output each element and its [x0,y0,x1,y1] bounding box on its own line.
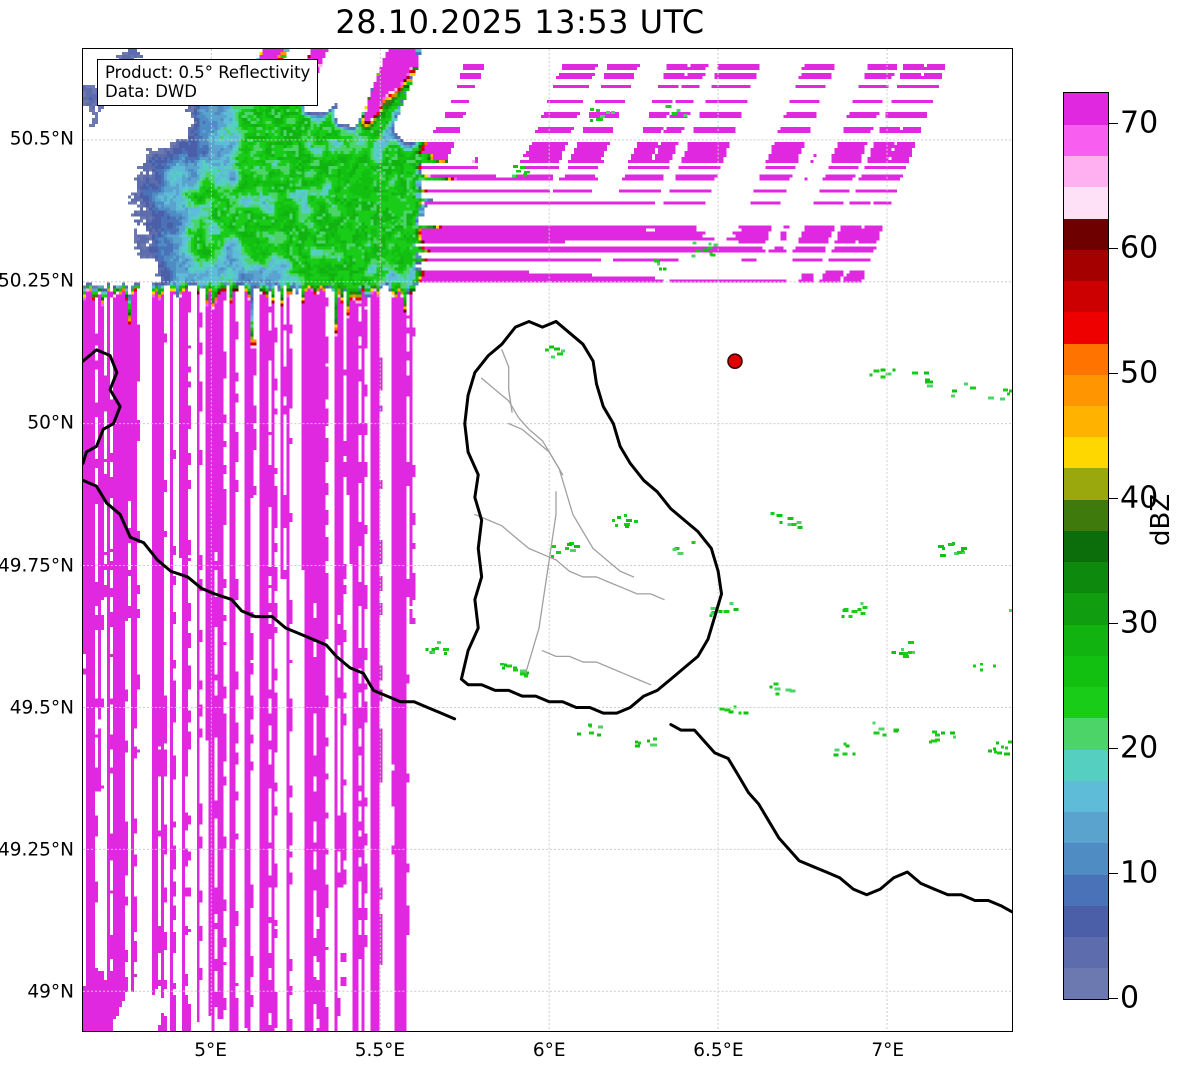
colorbar-tick-mark [1109,248,1118,250]
colorbar-band [1064,93,1108,125]
colorbar-tick-label: 30 [1120,605,1159,641]
colorbar-band [1064,624,1108,656]
colorbar[interactable] [1063,92,1109,1000]
grid-lines [83,49,1012,1031]
colorbar-band [1064,311,1108,344]
latitude-tick-label: 49°N [27,981,74,1003]
longitude-tick-label: 6°E [532,1040,566,1061]
radar-site-marker [727,353,743,369]
colorbar-band [1064,155,1108,188]
colorbar-band [1064,280,1108,313]
colorbar-tick-mark [1109,123,1118,125]
colorbar-band [1064,780,1108,813]
product-info-box: Product: 0.5° Reflectivity Data: DWD [97,59,319,106]
colorbar-band [1064,499,1108,531]
colorbar-band [1064,717,1108,750]
map-plot-area[interactable]: Product: 0.5° Reflectivity Data: DWD [82,48,1013,1032]
info-product-line: Product: 0.5° Reflectivity [105,63,311,82]
latitude-tick-label: 49.75°N [0,555,74,577]
latitude-tick-label: 50°N [27,412,74,434]
colorbar-tick-label: 10 [1120,855,1159,891]
colorbar-tick-label: 70 [1120,105,1159,141]
colorbar-band [1064,655,1108,688]
colorbar-tick-label: 0 [1120,980,1140,1016]
colorbar-tick-mark [1109,498,1118,500]
colorbar-band [1064,874,1108,906]
longitude-tick-label: 6.5°E [693,1040,744,1061]
colorbar-band [1064,842,1108,875]
colorbar-tick-mark [1109,623,1118,625]
colorbar-band [1064,186,1108,219]
colorbar-band [1064,436,1108,469]
colorbar-tick-mark [1109,373,1118,375]
country-borders [83,319,1012,914]
colorbar-band [1064,249,1108,282]
colorbar-band [1064,342,1108,375]
colorbar-band [1064,530,1108,563]
colorbar-band [1064,561,1108,594]
page-title: 28.10.2025 13:53 UTC [335,3,705,41]
colorbar-band [1064,405,1108,438]
colorbar-band [1064,811,1108,844]
colorbar-band [1064,124,1108,157]
colorbar-band [1064,592,1108,625]
latitude-tick-label: 49.25°N [0,839,74,861]
info-data-line: Data: DWD [105,82,197,101]
colorbar-band [1064,967,1108,999]
longitude-tick-label: 5°E [194,1040,227,1061]
map-overlay-layer [83,49,1012,1031]
colorbar-band [1064,217,1108,250]
colorbar-tick-label: 50 [1120,355,1159,391]
colorbar-tick-mark [1109,748,1118,750]
colorbar-tick-label: 20 [1120,730,1159,766]
colorbar-band [1064,905,1108,938]
colorbar-band [1064,467,1108,500]
colorbar-axis-label: dBZ [1146,493,1176,546]
longitude-tick-label: 7°E [871,1040,905,1061]
colorbar-band [1064,374,1108,406]
colorbar-tick-mark [1109,998,1118,999]
admin-boundaries [474,349,665,686]
colorbar-tick-label: 60 [1120,230,1159,266]
longitude-tick-label: 5.5°E [354,1040,406,1061]
radar-reflectivity-layer [83,49,1012,1031]
colorbar-tick-label: 40 [1120,480,1159,516]
colorbar-band [1064,749,1108,781]
colorbar-band [1064,686,1108,719]
latitude-tick-label: 49.5°N [9,697,74,719]
latitude-tick-label: 50.5°N [9,128,74,150]
colorbar-tick-mark [1109,873,1118,875]
latitude-tick-label: 50.25°N [0,270,74,292]
colorbar-band [1064,936,1108,969]
